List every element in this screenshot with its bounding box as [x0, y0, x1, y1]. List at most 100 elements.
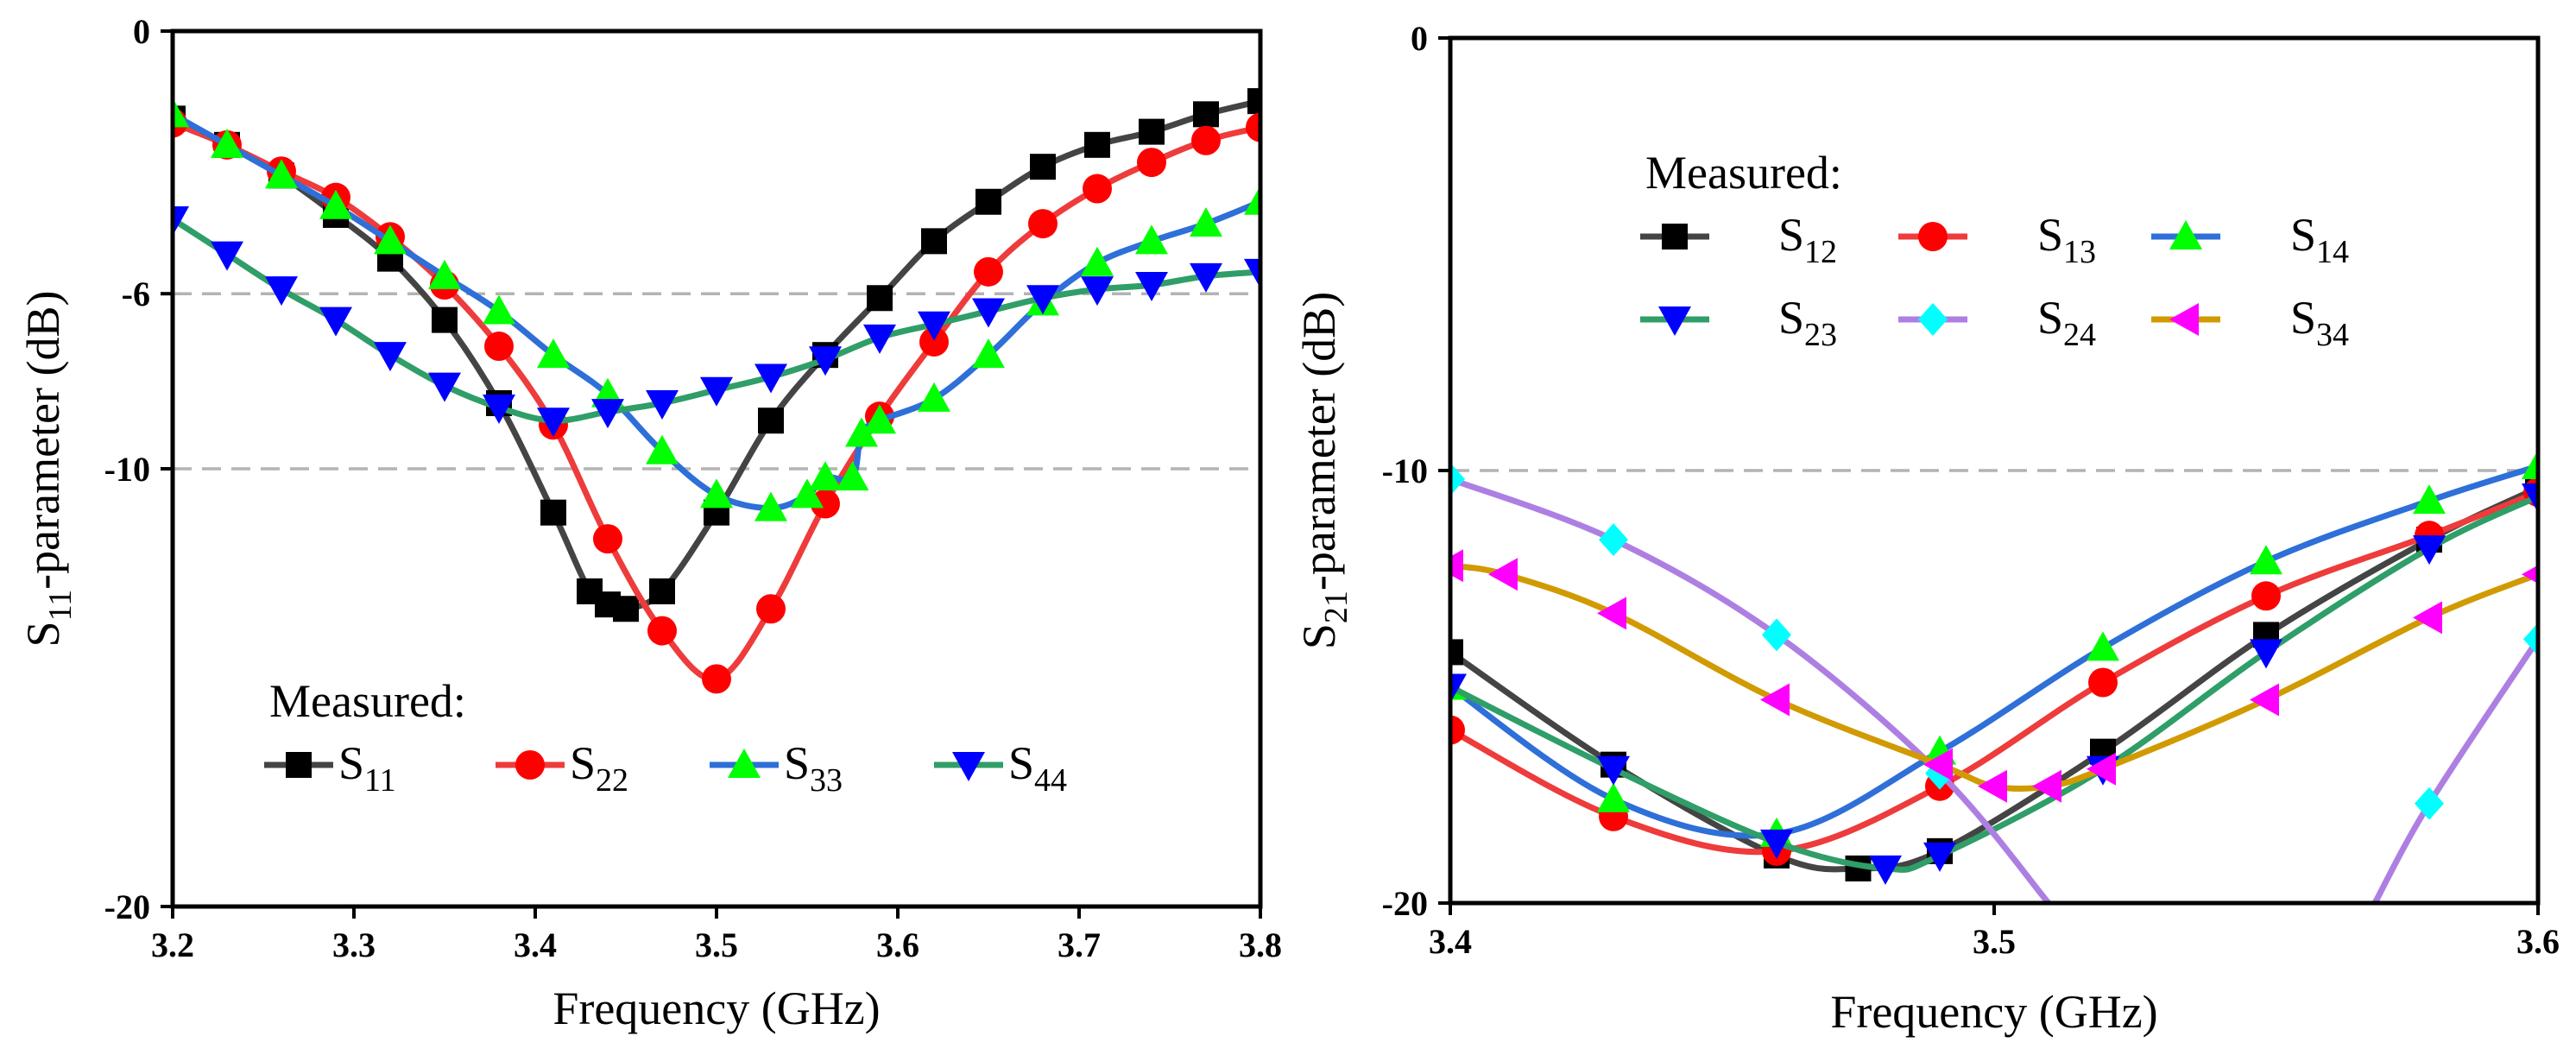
data-point-s44	[646, 389, 679, 420]
data-point-s33	[1190, 207, 1222, 237]
legend-item-s24: S24	[1898, 292, 2096, 353]
data-point-s24	[2523, 622, 2538, 656]
legend-item-s11: S11	[264, 737, 396, 799]
data-point-s11	[540, 499, 566, 526]
data-point-s33	[537, 338, 570, 369]
data-point-s34	[1488, 558, 1518, 591]
data-point-s33	[863, 404, 896, 434]
data-point-s33	[972, 338, 1005, 369]
y-tick-label: -10	[104, 450, 150, 489]
data-point-s11	[649, 578, 675, 604]
data-point-s34	[2250, 683, 2279, 717]
legend-label: S12	[1778, 209, 1837, 270]
y-tick-label: -20	[1382, 884, 1428, 923]
y-tick-label: 0	[133, 12, 150, 51]
data-point-s22	[1246, 112, 1260, 142]
data-point-s33	[836, 461, 869, 491]
legend-item-s12: S12	[1640, 209, 1837, 270]
data-point-s33	[646, 434, 679, 464]
data-point-s33	[374, 224, 407, 255]
data-point-s11	[1084, 131, 1110, 158]
data-point-s23	[2413, 535, 2446, 565]
data-point-s22	[1028, 209, 1058, 239]
legend-label: S13	[2037, 209, 2096, 270]
data-point-s13	[2088, 667, 2118, 698]
data-point-s44	[1081, 276, 1114, 306]
data-point-s33	[918, 382, 950, 412]
data-point-s34	[1597, 597, 1626, 630]
data-point-s44	[319, 306, 352, 337]
data-point-s44	[1190, 262, 1222, 293]
series-line-s13	[1450, 489, 2538, 856]
data-point-s23	[1597, 755, 1630, 786]
data-point-s44	[483, 395, 515, 425]
data-point-s22	[647, 616, 677, 646]
data-point-s44	[374, 342, 407, 372]
data-point-s14	[1597, 782, 1630, 812]
data-point-s44	[173, 206, 189, 237]
data-point-s44	[700, 376, 733, 407]
data-point-s34	[1978, 769, 2007, 803]
x-tick-label: 3.5	[1973, 922, 2016, 961]
legend-marker	[1662, 224, 1688, 250]
data-point-s44	[972, 298, 1005, 328]
legend-label: S33	[784, 737, 843, 799]
legend-marker	[1658, 306, 1691, 336]
data-point-s23	[1869, 855, 1902, 885]
data-point-s11	[1247, 88, 1260, 115]
legend-title: Measured:	[269, 675, 466, 727]
data-point-s11	[1193, 101, 1219, 128]
data-point-s44	[1244, 258, 1260, 288]
x-axis-label: Frequency (GHz)	[1830, 986, 2157, 1038]
data-point-s23	[1760, 829, 1793, 859]
data-point-s24	[2415, 787, 2444, 820]
data-point-s14	[2087, 631, 2119, 661]
legend-item-s13: S13	[1898, 209, 2096, 270]
x-tick-label: 3.3	[332, 925, 376, 964]
data-point-s33	[1244, 185, 1260, 215]
data-point-s44	[754, 363, 787, 394]
legend-item-s22: S22	[496, 737, 628, 799]
data-point-s33	[1081, 246, 1114, 276]
data-point-s22	[1137, 148, 1166, 178]
legend-marker	[1918, 303, 1948, 336]
data-point-s33	[845, 417, 878, 447]
x-tick-label: 3.7	[1058, 925, 1101, 964]
data-point-s33	[319, 189, 352, 219]
data-point-s14	[2522, 449, 2538, 479]
data-point-s44	[591, 399, 624, 429]
data-point-s34	[2087, 752, 2116, 786]
data-point-s24	[1762, 618, 1791, 652]
legend-marker	[952, 752, 985, 781]
data-point-s33	[791, 478, 824, 509]
series-group	[173, 88, 1260, 694]
data-point-s44	[1026, 285, 1059, 315]
data-point-s44	[537, 407, 570, 438]
legend-label: S24	[2037, 292, 2096, 353]
x-tick-label: 3.5	[695, 925, 738, 964]
data-point-s22	[484, 332, 514, 362]
data-point-s33	[754, 491, 787, 521]
data-point-s23	[2522, 483, 2538, 514]
data-point-s44	[918, 311, 950, 341]
data-point-s14	[2413, 484, 2446, 515]
legend-label: S44	[1008, 737, 1067, 799]
data-point-s33	[211, 128, 243, 158]
data-point-s13	[1450, 715, 1465, 745]
data-point-s34	[2522, 565, 2538, 584]
y-axis-label: S11-parameter (dB)	[17, 291, 79, 648]
data-point-s44	[863, 324, 896, 354]
legend: Measured: S12 S13 S14 S23 S24 S34	[1640, 147, 2349, 353]
data-point-s33	[428, 259, 461, 289]
legend-marker	[286, 752, 312, 778]
data-point-s34	[1923, 748, 1953, 781]
x-tick-label: 3.2	[151, 925, 194, 964]
data-point-s34	[2032, 769, 2061, 803]
legend-label: S23	[1778, 292, 1837, 353]
data-point-s22	[1083, 174, 1112, 204]
data-point-s33	[265, 159, 298, 189]
data-point-s33	[483, 294, 515, 325]
data-point-s33	[809, 461, 842, 491]
x-tick-label: 3.6	[876, 925, 919, 964]
